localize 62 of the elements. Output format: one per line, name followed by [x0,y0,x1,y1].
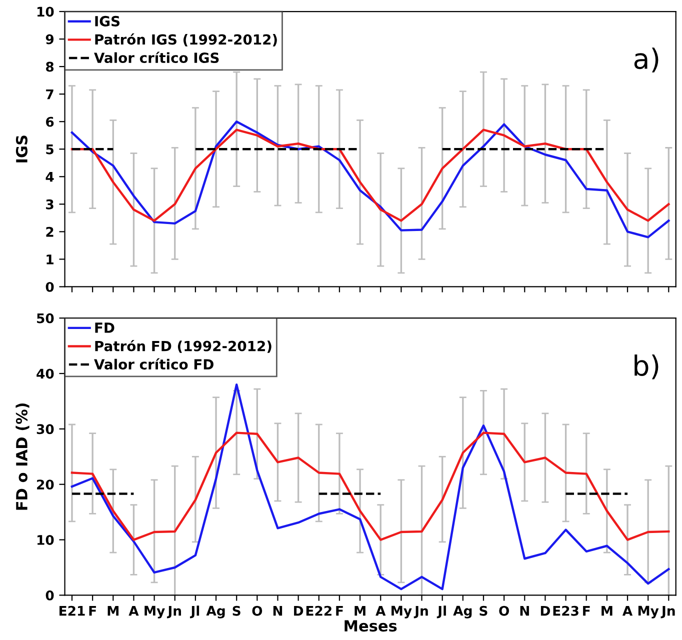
legend-label: Valor crítico FD [94,358,214,370]
line-series [70,383,670,590]
legend-label: Patrón FD (1992-2012) [95,340,272,353]
line-series [70,432,670,541]
y-tick-label: 0 [46,282,54,292]
x-tick-label: S [232,606,240,616]
y-tick-label: 10 [38,534,54,545]
x-tick-label: Jn [166,606,181,618]
legend-label: Valor crítico IGS [94,52,219,64]
y-tick-label: 6 [46,116,54,127]
y-tick-label: 3 [46,199,54,210]
x-tick-label: My [638,606,659,618]
x-tick-label: My [392,606,412,618]
y-tick-label: 40 [36,368,54,379]
x-tick-label: F [583,606,590,616]
x-tick-label: A [128,606,139,616]
x-tick-label: F [336,606,343,616]
y-tick-label: 7 [46,89,54,100]
line-series [70,120,670,238]
y-tick-label: 10 [38,6,54,17]
y-tick-label: 50 [37,313,54,324]
x-tick-label: S [480,606,488,616]
x-tick-label: M [108,606,118,616]
x-tick-label: Jl [436,606,446,618]
legend-label: FD [95,322,114,333]
y-tick-label: 8 [46,62,54,72]
x-tick-label: O [252,606,262,616]
x-tick-label: E23 [553,606,578,616]
x-tick-label: A [376,606,386,616]
x-tick-label: M [602,606,612,616]
y-tick-label: 1 [46,254,54,264]
x-tick-label: Jn [660,606,675,618]
y-tick-label: 2 [46,226,54,237]
x-tick-label: D [540,606,550,616]
x-tick-label: My [144,606,165,618]
x-tick-label: M [354,606,366,616]
x-tick-label: Jl [190,606,200,618]
y-tick-label: 20 [37,480,54,490]
x-axis-title: Meses [344,620,397,632]
annotation: b) [634,354,658,380]
legend-label: Patrón IGS (1992-2012) [95,33,277,46]
x-tick-label: N [273,606,282,616]
x-tick-label: Ag [206,606,225,618]
x-tick-label: N [520,606,529,616]
x-tick-label: Ag [453,606,472,618]
y-tick-label: 30 [36,424,54,434]
y-tick-label: 0 [46,590,54,600]
x-tick-label: E21 [60,606,85,616]
x-tick-label: F [89,606,96,616]
legend-label: IGS [95,16,120,26]
x-tick-label: Jn [414,606,428,618]
y-axis-title: IGS [16,136,28,162]
line-series [70,128,670,222]
y-axis-title: FD o IAD (%) [16,403,30,510]
x-tick-label: E22 [306,606,332,616]
y-tick-label: 5 [46,144,54,154]
x-tick-label: A [622,606,633,616]
annotation: a) [634,48,658,72]
x-tick-label: O [499,606,510,616]
y-tick-label: 9 [46,34,54,44]
x-tick-label: D [294,606,304,616]
y-tick-label: 4 [46,172,54,182]
